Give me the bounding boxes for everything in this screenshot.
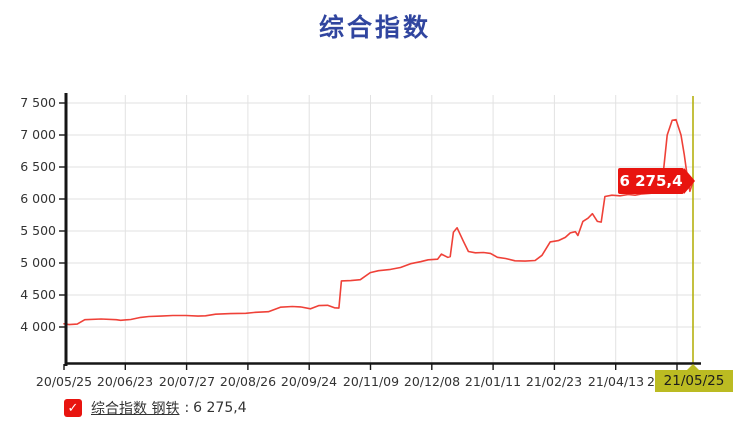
y-tick-label: 7 500 [20,95,56,110]
legend-series-link[interactable]: 综合指数 钢铁 [91,401,180,417]
x-tick-label: 20/07/27 [158,374,216,389]
last-value-tag: 6 275,4 [618,168,695,194]
y-tick-label: 6 000 [20,191,56,206]
x-tick-label: 20/11/09 [342,374,400,389]
last-value-text: 6 275,4 [619,172,683,190]
legend-separator: : [184,400,190,416]
x-tick-label: 20/05/25 [35,374,93,389]
legend: ✓ 综合指数 钢铁 : 6 275,4 [64,398,247,418]
x-tick-label-partial: 2 [647,374,655,389]
x-tick-label: 21/04/13 [587,374,645,389]
cursor-date-label: 21/05/25 [655,364,733,392]
chart-title: 综合指数 [318,13,431,42]
x-tick-label: 21/01/11 [464,374,522,389]
x-tick-label: 21/02/23 [525,374,583,389]
x-tick-label: 20/09/24 [280,374,338,389]
legend-checkbox[interactable]: ✓ [64,399,82,417]
y-tick-label: 7 000 [20,127,56,142]
x-tick-label: 20/12/08 [403,374,461,389]
y-tick-label: 6 500 [20,159,56,174]
y-tick-label: 5 000 [20,255,56,270]
x-tick-label: 20/06/23 [96,374,154,389]
y-tick-label: 4 000 [20,319,56,334]
check-icon: ✓ [67,400,79,416]
legend-value: 6 275,4 [193,400,247,416]
x-tick-label: 20/08/26 [219,374,277,389]
y-tick-label: 5 500 [20,223,56,238]
y-tick-label: 4 500 [20,287,56,302]
